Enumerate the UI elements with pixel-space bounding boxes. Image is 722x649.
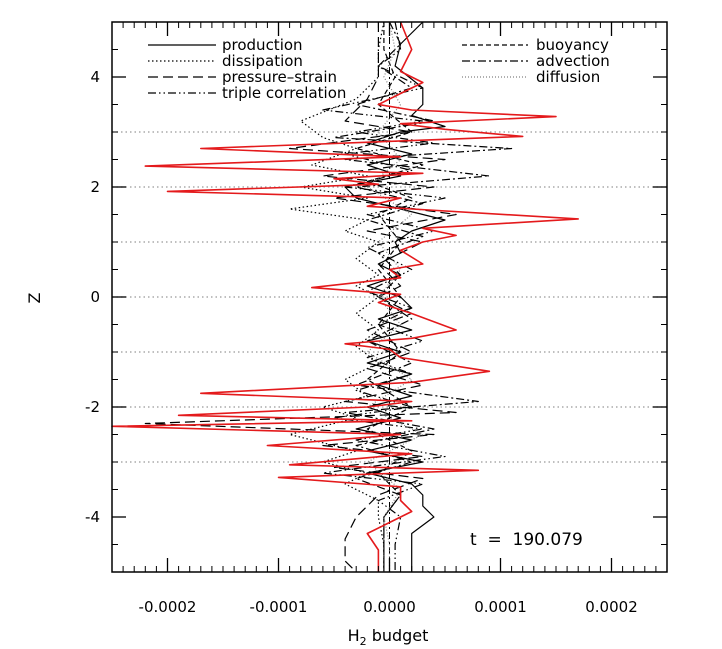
series-line-total [111, 21, 579, 572]
y-tick-label: 0 [90, 288, 100, 306]
x-tick-label: 0.0001 [474, 598, 527, 616]
legend-label: diffusion [536, 68, 600, 86]
y-tick-label: -2 [85, 398, 100, 416]
x-tick-label: -0.0002 [139, 598, 197, 616]
series-line-triple-correlation [322, 21, 446, 572]
legend: productiondissipationpressure–straintrip… [148, 36, 610, 102]
series-line-advection [333, 21, 513, 572]
legend-label: production [222, 36, 303, 54]
legend-label: advection [536, 52, 610, 70]
y-tick-label: 2 [90, 178, 100, 196]
series-line-buoyancy [355, 22, 424, 572]
x-axis-label-main: H [348, 626, 360, 645]
x-axis-label: H2 budget [348, 626, 429, 648]
x-tick-label: -0.0001 [250, 598, 308, 616]
y-tick-label: 4 [90, 68, 100, 86]
y-tick-label: -4 [85, 508, 100, 526]
x-axis-ticks: -0.0002 -0.0001 0.0000 0.0001 0.0002 [111, 22, 668, 616]
x-axis-label-rest: budget [367, 626, 429, 645]
budget-profile-curves [111, 21, 579, 573]
x-tick-label: 0.0000 [363, 598, 416, 616]
y-axis-ticks: -4 -2 0 2 4 [85, 21, 667, 573]
series-line-diffusion [366, 21, 424, 572]
x-axis-label-subscript: 2 [360, 635, 367, 648]
y-axis-label: Z [25, 292, 44, 303]
legend-label: dissipation [222, 52, 303, 70]
legend-label: triple correlation [222, 84, 346, 102]
legend-label: buoyancy [536, 36, 609, 54]
dotted-reference-lines [112, 22, 667, 572]
legend-label: pressure–strain [222, 68, 337, 86]
x-tick-label: 0.0002 [585, 598, 638, 616]
time-annotation: t = 190.079 [470, 530, 583, 550]
